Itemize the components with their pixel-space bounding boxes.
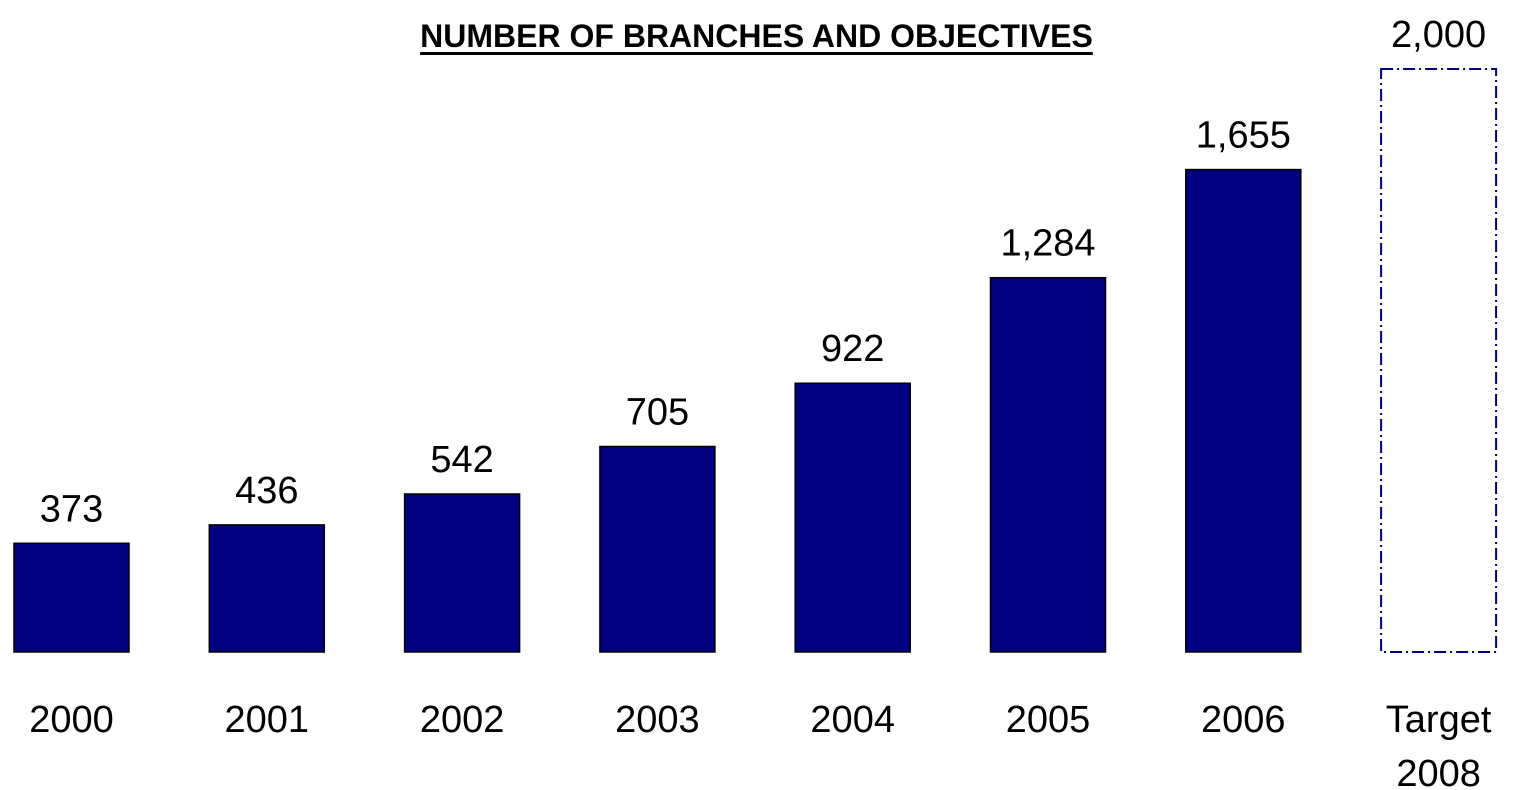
category-label: 2001	[225, 699, 310, 741]
value-label: 436	[235, 470, 298, 512]
category-label: Target	[1386, 699, 1492, 741]
category-label: 2006	[1201, 699, 1286, 741]
bars-group	[13, 68, 1498, 653]
bar-2004	[794, 382, 911, 653]
bar-2001	[208, 524, 326, 653]
value-label: 1,284	[1000, 223, 1095, 265]
value-label: 2,000	[1391, 14, 1486, 56]
category-label: 2002	[420, 699, 505, 741]
value-label: 542	[430, 439, 493, 481]
bar-2005	[989, 276, 1107, 653]
value-label: 922	[821, 328, 884, 370]
value-label: 373	[40, 488, 103, 530]
bar-2002	[403, 493, 521, 653]
bar-2000	[13, 542, 130, 653]
bar-2006	[1185, 168, 1302, 653]
bar-2003	[599, 445, 716, 653]
value-labels-group: 373 436 542 705 922 1,284 1,655 2,000	[40, 14, 1486, 530]
value-label: 1,655	[1196, 115, 1291, 157]
category-label: 2000	[29, 699, 114, 741]
category-label: 2005	[1006, 699, 1091, 741]
category-labels-group: 2000 2001 2002 2003 2004 2005 2006 Target 2008	[29, 699, 1492, 790]
category-label: 2003	[615, 699, 700, 741]
category-label: 2008	[1396, 753, 1481, 790]
chart-title: NUMBER OF BRANCHES AND OBJECTIVES	[420, 18, 1093, 54]
category-label: 2004	[810, 699, 895, 741]
target-bar	[1380, 68, 1498, 653]
value-label: 705	[626, 391, 689, 433]
